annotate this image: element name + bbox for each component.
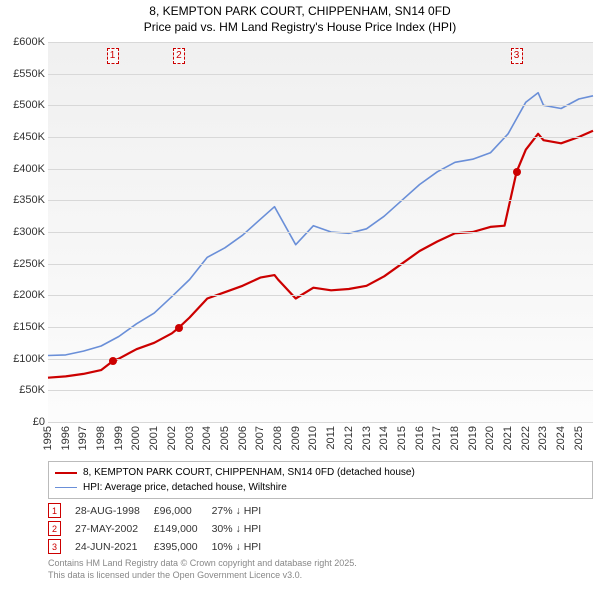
x-axis-label: 2000: [130, 426, 142, 450]
x-axis-label: 2005: [219, 426, 231, 450]
x-axis-label: 2003: [184, 426, 196, 450]
x-axis-label: 2008: [272, 426, 284, 450]
y-axis-label: £600K: [13, 36, 45, 48]
chart-container: 8, KEMPTON PARK COURT, CHIPPENHAM, SN14 …: [0, 0, 600, 590]
x-axis-label: 2006: [237, 426, 249, 450]
x-axis-label: 2014: [378, 426, 390, 450]
gridline-h: [48, 105, 593, 106]
title-line1: 8, KEMPTON PARK COURT, CHIPPENHAM, SN14 …: [0, 4, 600, 20]
x-axis-label: 2021: [502, 426, 514, 450]
transaction-row: 3 24-JUN-2021£395,00010% ↓ HPI: [48, 539, 275, 557]
title-block: 8, KEMPTON PARK COURT, CHIPPENHAM, SN14 …: [0, 0, 600, 35]
y-axis-label: £400K: [13, 163, 45, 175]
x-axis-label: 1999: [113, 426, 125, 450]
x-axis-label: 2020: [484, 426, 496, 450]
transaction-row: 2 27-MAY-2002£149,00030% ↓ HPI: [48, 521, 275, 539]
x-axis-label: 2015: [396, 426, 408, 450]
x-axis-label: 2019: [467, 426, 479, 450]
legend-label: HPI: Average price, detached house, Wilt…: [83, 480, 287, 495]
x-axis-label: 2004: [201, 426, 213, 450]
x-axis-label: 2023: [537, 426, 549, 450]
x-axis-label: 2013: [361, 426, 373, 450]
x-axis-label: 2022: [520, 426, 532, 450]
marker-dot-3: [513, 168, 521, 176]
footer-line2: This data is licensed under the Open Gov…: [48, 570, 357, 582]
transaction-price: £149,000: [154, 521, 212, 539]
legend-item: 8, KEMPTON PARK COURT, CHIPPENHAM, SN14 …: [55, 465, 586, 480]
x-axis-label: 2002: [166, 426, 178, 450]
x-axis-label: 1998: [95, 426, 107, 450]
x-axis-label: 2007: [254, 426, 266, 450]
gridline-h: [48, 200, 593, 201]
x-axis-label: 2024: [555, 426, 567, 450]
y-axis-label: £150K: [13, 321, 45, 333]
y-axis-label: £100K: [13, 353, 45, 365]
x-axis-label: 2016: [414, 426, 426, 450]
marker-dot-1: [109, 357, 117, 365]
gridline-h: [48, 422, 593, 423]
x-axis-label: 1997: [77, 426, 89, 450]
gridline-h: [48, 74, 593, 75]
gridline-h: [48, 232, 593, 233]
footer-line1: Contains HM Land Registry data © Crown c…: [48, 558, 357, 570]
gridline-h: [48, 359, 593, 360]
title-line2: Price paid vs. HM Land Registry's House …: [0, 20, 600, 36]
transaction-price: £96,000: [154, 503, 212, 521]
x-axis-label: 2010: [307, 426, 319, 450]
legend-label: 8, KEMPTON PARK COURT, CHIPPENHAM, SN14 …: [83, 465, 415, 480]
transaction-date: 28-AUG-1998: [75, 503, 154, 521]
y-axis-label: £250K: [13, 258, 45, 270]
gridline-h: [48, 169, 593, 170]
transaction-delta: 10% ↓ HPI: [212, 539, 276, 557]
y-axis-label: £550K: [13, 68, 45, 80]
plot-area: 1 2 3: [48, 42, 593, 422]
marker-box-2: 2: [173, 48, 185, 64]
transaction-date: 27-MAY-2002: [75, 521, 154, 539]
x-axis-label: 2012: [343, 426, 355, 450]
transaction-price: £395,000: [154, 539, 212, 557]
transactions-body: 1 28-AUG-1998£96,00027% ↓ HPI 2 27-MAY-2002…: [48, 503, 275, 557]
x-axis-label: 2011: [325, 426, 337, 450]
x-axis-label: 1995: [42, 426, 54, 450]
transaction-num-box: 2: [48, 521, 61, 536]
legend-swatch: [55, 472, 77, 474]
x-axis-label: 1996: [60, 426, 72, 450]
gridline-h: [48, 264, 593, 265]
x-axis-label: 2001: [148, 426, 160, 450]
gridline-h: [48, 390, 593, 391]
transaction-row: 1 28-AUG-1998£96,00027% ↓ HPI: [48, 503, 275, 521]
x-axis-label: 2017: [431, 426, 443, 450]
transaction-delta: 27% ↓ HPI: [212, 503, 276, 521]
gridline-h: [48, 137, 593, 138]
marker-box-3: 3: [511, 48, 523, 64]
gridline-h: [48, 295, 593, 296]
gridline-h: [48, 327, 593, 328]
transaction-date: 24-JUN-2021: [75, 539, 154, 557]
transactions-table: 1 28-AUG-1998£96,00027% ↓ HPI 2 27-MAY-2002…: [48, 503, 275, 557]
y-axis-label: £450K: [13, 131, 45, 143]
footer-attribution: Contains HM Land Registry data © Crown c…: [48, 558, 357, 581]
y-axis-label: £50K: [19, 384, 45, 396]
marker-dot-2: [175, 324, 183, 332]
x-axis-label: 2018: [449, 426, 461, 450]
legend-item: HPI: Average price, detached house, Wilt…: [55, 480, 586, 495]
marker-box-1: 1: [107, 48, 119, 64]
y-axis-label: £200K: [13, 289, 45, 301]
gridline-h: [48, 42, 593, 43]
transaction-num-box: 3: [48, 539, 61, 554]
y-axis-label: £300K: [13, 226, 45, 238]
y-axis-label: £350K: [13, 194, 45, 206]
legend-swatch: [55, 487, 77, 488]
series-hpi: [48, 93, 593, 356]
transaction-num-box: 1: [48, 503, 61, 518]
legend-box: 8, KEMPTON PARK COURT, CHIPPENHAM, SN14 …: [48, 461, 593, 499]
transaction-delta: 30% ↓ HPI: [212, 521, 276, 539]
y-axis-label: £500K: [13, 99, 45, 111]
x-axis-label: 2009: [290, 426, 302, 450]
x-axis-label: 2025: [573, 426, 585, 450]
